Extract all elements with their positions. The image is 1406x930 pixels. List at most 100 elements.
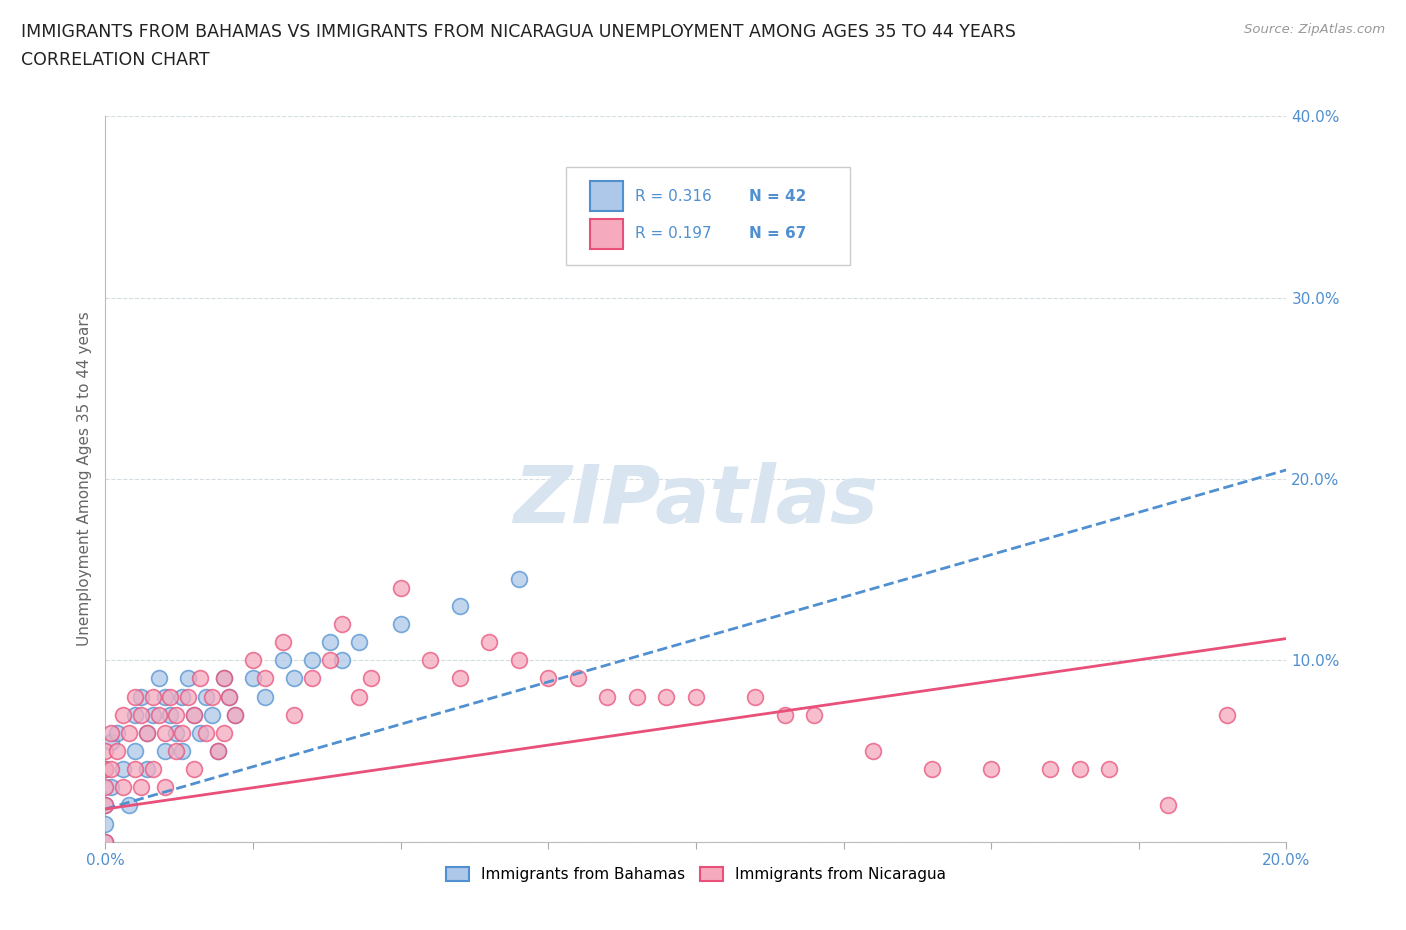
Point <box>112 762 135 777</box>
Point <box>94 834 117 849</box>
Point <box>212 671 235 686</box>
Point <box>172 744 194 759</box>
Point <box>124 762 146 777</box>
Text: N = 42: N = 42 <box>749 189 807 204</box>
Point <box>921 762 943 777</box>
Point <box>253 689 276 704</box>
Point <box>153 744 176 759</box>
Point <box>118 725 141 740</box>
Text: IMMIGRANTS FROM BAHAMAS VS IMMIGRANTS FROM NICARAGUA UNEMPLOYMENT AMONG AGES 35 : IMMIGRANTS FROM BAHAMAS VS IMMIGRANTS FR… <box>21 23 1017 41</box>
Point <box>596 689 619 704</box>
Point <box>153 779 176 794</box>
Point <box>1216 707 1239 722</box>
Point <box>159 689 181 704</box>
Point <box>94 817 117 831</box>
Point <box>508 653 530 668</box>
Point <box>94 762 117 777</box>
Point <box>1039 762 1062 777</box>
Text: R = 0.197: R = 0.197 <box>634 226 711 241</box>
Point <box>330 617 353 631</box>
Point <box>744 689 766 704</box>
Y-axis label: Unemployment Among Ages 35 to 44 years: Unemployment Among Ages 35 to 44 years <box>76 312 91 646</box>
Point <box>188 725 211 740</box>
Text: N = 67: N = 67 <box>749 226 807 241</box>
Point <box>153 725 176 740</box>
Point <box>105 744 128 759</box>
Point <box>100 735 122 750</box>
Point <box>124 707 146 722</box>
Text: CORRELATION CHART: CORRELATION CHART <box>21 51 209 69</box>
Point <box>183 762 205 777</box>
Point <box>94 798 117 813</box>
Point <box>100 762 122 777</box>
Point <box>449 671 471 686</box>
Point <box>194 725 217 740</box>
Point <box>142 707 165 722</box>
Point <box>389 580 412 595</box>
Point <box>242 653 264 668</box>
Point <box>124 744 146 759</box>
Point <box>142 689 165 704</box>
Point <box>148 671 170 686</box>
Point <box>212 725 235 740</box>
Point <box>478 635 501 650</box>
Legend: Immigrants from Bahamas, Immigrants from Nicaragua: Immigrants from Bahamas, Immigrants from… <box>440 861 952 888</box>
Point <box>537 671 560 686</box>
Point <box>94 834 117 849</box>
Point <box>980 762 1002 777</box>
Point <box>319 635 342 650</box>
Point <box>165 744 187 759</box>
Point <box>94 762 117 777</box>
Point <box>142 762 165 777</box>
Point <box>207 744 229 759</box>
Point <box>194 689 217 704</box>
Point <box>626 689 648 704</box>
Point <box>655 689 678 704</box>
Point <box>360 671 382 686</box>
Point <box>301 653 323 668</box>
Point <box>129 689 152 704</box>
Point <box>389 617 412 631</box>
Point <box>177 689 200 704</box>
Point <box>283 707 305 722</box>
Point <box>129 707 152 722</box>
Point <box>129 779 152 794</box>
Point <box>319 653 342 668</box>
Point <box>349 689 371 704</box>
Point <box>212 671 235 686</box>
Point <box>172 725 194 740</box>
Point <box>508 571 530 586</box>
Point <box>271 653 294 668</box>
Point <box>183 707 205 722</box>
Point <box>183 707 205 722</box>
Point <box>159 707 181 722</box>
Point <box>165 707 187 722</box>
Point <box>301 671 323 686</box>
Point <box>94 798 117 813</box>
Text: Source: ZipAtlas.com: Source: ZipAtlas.com <box>1244 23 1385 36</box>
Point <box>201 707 224 722</box>
Point <box>218 689 240 704</box>
Point <box>148 707 170 722</box>
Point <box>224 707 246 722</box>
Point <box>124 689 146 704</box>
Point <box>118 798 141 813</box>
Point <box>773 707 796 722</box>
Point <box>218 689 240 704</box>
Bar <box>589 219 623 249</box>
Point <box>207 744 229 759</box>
Point <box>112 779 135 794</box>
Point <box>567 671 589 686</box>
Point <box>685 689 707 704</box>
Point <box>803 707 825 722</box>
Point <box>449 599 471 614</box>
Text: R = 0.316: R = 0.316 <box>634 189 711 204</box>
Point <box>1098 762 1121 777</box>
Point <box>153 689 176 704</box>
Point <box>100 725 122 740</box>
Point <box>253 671 276 686</box>
Point <box>201 689 224 704</box>
Point <box>135 762 157 777</box>
Point <box>165 725 187 740</box>
Point <box>271 635 294 650</box>
